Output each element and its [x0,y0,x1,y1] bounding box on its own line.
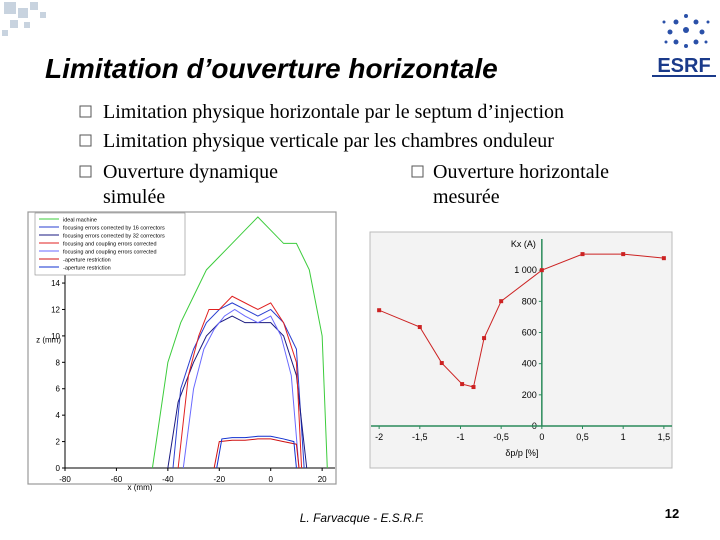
series-line [216,435,297,469]
y-tick-label: 200 [522,390,537,400]
point [580,252,585,257]
x-tick-label: 0 [268,475,273,484]
y-tick-label: 800 [522,296,537,306]
x-tick-label: -60 [111,475,123,484]
page-number: 12 [665,506,679,521]
x-tick-label: 0 [539,432,544,442]
chart-frame [27,211,337,485]
bullet: mesurée [433,186,500,208]
x-tick-label: -1,5 [412,432,428,442]
series-line [172,302,305,469]
y-tick-label: 0 [56,464,61,473]
y-tick-label: 1 000 [514,265,537,275]
legend-label: focusing errors corrected by 32 correcto… [63,234,165,240]
x-tick-label: 1,5 [658,432,671,442]
point [482,336,487,341]
decor [2,2,46,36]
bullet-boxes [79,105,424,178]
slide-title: Limitation d’ouverture horizontale [45,53,498,84]
point [539,268,544,273]
y-tick-label: 8 [56,358,61,367]
x-axis-label: x (mm) [128,483,153,492]
series-line [213,438,300,469]
x-tick-label: 20 [318,475,327,484]
series-line [177,295,303,469]
chart-frame [369,231,673,469]
series-line [151,216,328,469]
x-tick-label: -0,5 [493,432,509,442]
footer: L. Farvacque - E.S.R.F. [300,511,425,525]
point [471,385,476,390]
point [621,252,626,257]
legend-label: focusing and coupling errors corrected [63,250,157,256]
x-tick-label: -80 [59,475,71,484]
y-tick-label: 400 [522,359,537,369]
series-line [182,308,300,469]
legend-label: -aperture restriction [63,266,111,272]
bullet: Ouverture dynamique [103,161,278,183]
point [417,325,422,330]
logo-text: ESRF [657,55,710,77]
bullet: Ouverture horizontale [433,161,609,183]
x-axis-label: δp/p [%] [505,448,538,458]
point [377,308,382,313]
y-axis-label: Kx (A) [511,239,536,249]
point [499,299,504,304]
x-tick-label: 0,5 [576,432,589,442]
y-tick-label: 4 [56,411,61,420]
legend-label: focusing and coupling errors corrected [63,242,157,248]
x-tick-label: -1 [456,432,464,442]
legend-label: ideal machine [63,218,97,224]
legend-label: -aperture restriction [63,258,111,264]
y-axis-label: z (mm) [36,336,61,345]
y-tick-label: 12 [51,305,60,314]
point [439,361,444,366]
bullet: Limitation physique verticale par les ch… [103,130,554,152]
bullet: Limitation physique horizontale par le s… [103,101,564,123]
point [661,256,666,261]
y-tick-label: 6 [56,385,61,394]
y-tick-label: 10 [51,332,60,341]
logo-mark [662,14,710,48]
y-tick-label: 14 [51,279,60,288]
y-tick-label: 2 [56,438,61,447]
bullet: simulée [103,186,165,208]
legend-box [34,212,186,276]
legend-label: focusing errors corrected by 16 correcto… [63,226,165,232]
point [460,382,465,387]
series-line [167,315,308,469]
x-tick-label: 1 [621,432,626,442]
x-tick-label: -40 [162,475,174,484]
y-tick-label: 600 [522,328,537,338]
x-tick-label: -2 [375,432,383,442]
x-tick-label: -20 [214,475,226,484]
